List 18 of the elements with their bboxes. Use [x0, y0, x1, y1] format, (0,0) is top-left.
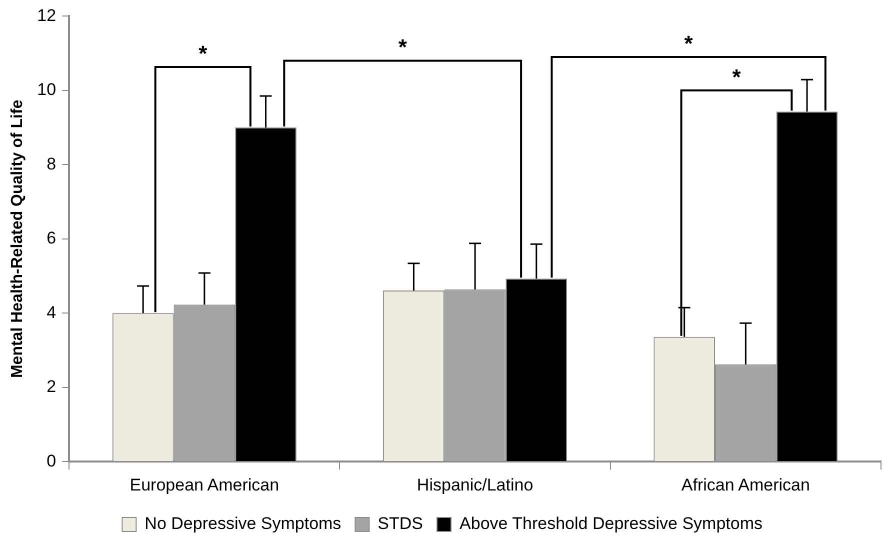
annotation: *	[684, 31, 694, 56]
y-axis-title: Mental Health-Related Quality of Life	[9, 100, 26, 378]
y-tick-label: 2	[46, 377, 56, 396]
y-tick-label: 6	[46, 228, 56, 248]
x-tick-label: Hispanic/Latino	[416, 475, 534, 494]
y-tick-label: 0	[46, 451, 56, 470]
x-tick-label: African American	[681, 475, 810, 494]
y-tick-label: 10	[37, 80, 56, 100]
annotation: *	[198, 41, 208, 66]
legend-label: No Depressive Symptoms	[144, 514, 342, 534]
annotation: *	[732, 64, 742, 90]
legend-label: Above Threshold Depressive Symptoms	[460, 514, 763, 534]
y-tick-label: 12	[37, 6, 56, 25]
y-tick-label: 4	[46, 302, 56, 322]
x-tick-label: European American	[130, 475, 280, 494]
y-tick-label: 8	[46, 154, 56, 174]
legend-label: STDS	[378, 514, 424, 534]
annotation: *	[398, 34, 408, 60]
